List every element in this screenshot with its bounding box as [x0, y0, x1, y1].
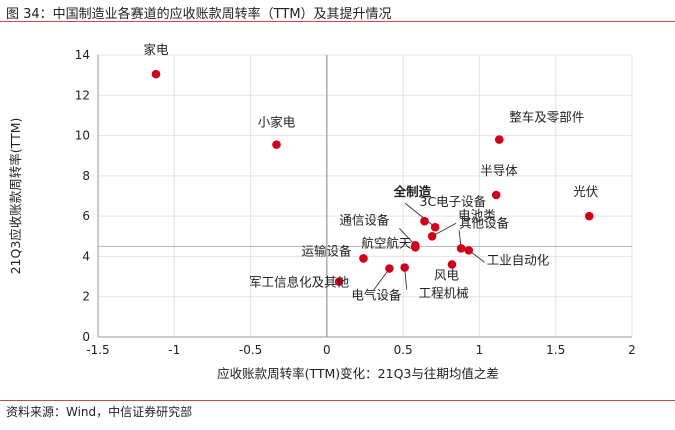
data-label: 光伏	[573, 184, 599, 199]
data-label: 3C电子设备	[420, 194, 487, 209]
data-point	[400, 263, 409, 272]
leader-line	[404, 202, 436, 228]
y-axis-label: 21Q3应收账款周转率(TTM)	[8, 118, 23, 275]
y-tick-label: 4	[82, 249, 90, 263]
data-points	[151, 69, 594, 286]
data-label: 其他设备	[459, 215, 510, 230]
y-tick-label: 0	[82, 330, 90, 344]
data-point	[334, 277, 344, 286]
figure-title: 图 34：中国制造业各赛道的应收账款周转率（TTM）及其提升情况	[6, 7, 392, 22]
x-tick-label: 2	[628, 343, 636, 357]
data-point	[385, 264, 394, 273]
x-tick-label: 1	[476, 343, 484, 357]
x-tick-label: -1	[168, 343, 180, 357]
data-label: 工程机械	[419, 286, 470, 301]
y-tick-label: 8	[82, 169, 90, 183]
data-label: 工业自动化	[487, 252, 550, 267]
data-label: 家电	[143, 42, 169, 57]
data-label: 电气设备	[351, 288, 402, 303]
data-label: 航空航天	[361, 235, 412, 250]
bottom-rule	[0, 400, 675, 401]
data-label: 运输设备	[301, 243, 352, 258]
data-point	[411, 243, 420, 252]
data-point	[491, 190, 501, 200]
x-tick-label: 0	[323, 343, 331, 357]
data-label: 通信设备	[339, 212, 390, 227]
y-tick-label: 6	[82, 209, 90, 223]
x-tick-label: -1.5	[86, 343, 109, 357]
data-point	[584, 211, 594, 221]
top-rule	[0, 21, 675, 22]
y-tick-label: 10	[75, 129, 90, 143]
tick-labels: 0 2 4 6 8 10 12 14 -1.5 -1 -0.5 0 0.5 1 1.5 2	[75, 48, 636, 357]
data-label: 小家电	[258, 115, 296, 130]
y-tick-label: 2	[82, 290, 90, 304]
data-point	[427, 231, 437, 241]
x-tick-label: -0.5	[239, 343, 262, 357]
data-label: 风电	[434, 267, 460, 282]
y-tick-label: 12	[75, 88, 90, 102]
data-label: 半导体	[480, 163, 518, 178]
x-tick-label: 1.5	[546, 343, 565, 357]
data-point	[430, 222, 440, 232]
data-label: 军工信息化及其他	[249, 275, 350, 290]
leader-line	[431, 222, 457, 237]
leader-line	[373, 268, 390, 291]
data-point	[494, 135, 504, 144]
data-label: 整车及零部件	[509, 110, 584, 125]
x-axis-label: 应收账款周转率(TTM)变化：21Q3与往期均值之差	[217, 366, 499, 381]
source-note: 资料来源：Wind，中信证券研究部	[6, 405, 193, 419]
data-point	[272, 140, 281, 149]
data-point	[420, 216, 429, 226]
x-tick-label: 0.5	[394, 343, 413, 357]
data-point	[456, 244, 466, 253]
y-tick-label: 14	[75, 48, 90, 62]
data-point	[151, 69, 161, 79]
data-label: 电池类	[458, 207, 496, 222]
data-label: 全制造	[393, 184, 432, 199]
data-point	[464, 246, 474, 255]
axes	[97, 55, 632, 338]
data-point	[359, 254, 368, 263]
data-point	[447, 260, 457, 269]
